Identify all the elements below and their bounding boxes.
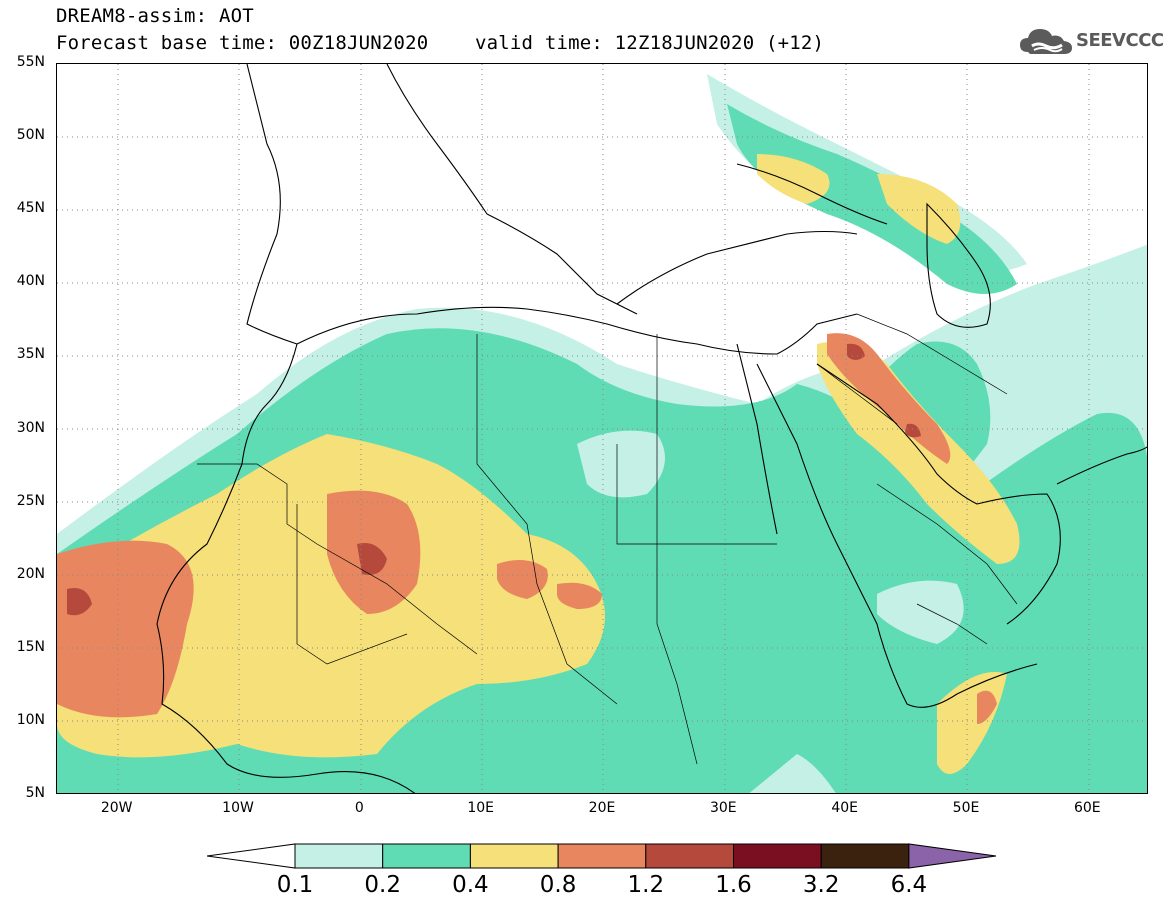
aot-field-yellow-west	[57, 434, 605, 758]
lat-label: 35N	[16, 346, 45, 363]
lat-label: 50N	[16, 127, 45, 144]
lon-label: 10W	[222, 800, 254, 816]
aot-field-orange-atlantic	[57, 540, 194, 718]
lon-label: 20W	[100, 800, 133, 816]
lat-label: 10N	[16, 711, 45, 728]
graticule	[57, 64, 1147, 793]
colorbar-bin	[733, 843, 822, 869]
coastlines	[156, 64, 1147, 793]
lon-label: 20E	[588, 800, 616, 816]
aot-field-darkred-sahara	[357, 543, 387, 575]
borders	[197, 313, 1018, 765]
title-line-1: DREAM8-assim: AOT	[56, 5, 254, 27]
lat-label: 40N	[16, 273, 45, 290]
aot-field-orange-libya	[497, 560, 548, 599]
colorbar-bin	[557, 843, 647, 869]
colorbar-level-label: 1.2	[627, 872, 665, 898]
colorbar-level-label: 6.4	[890, 872, 928, 898]
aot-field-green-north	[727, 104, 1017, 294]
colorbar-level-label: 3.2	[802, 872, 840, 898]
seevccc-logo: SEEVCCC	[1018, 24, 1164, 58]
aot-field-orange-chad	[557, 582, 602, 609]
lat-label: 25N	[16, 492, 45, 509]
colorbar-level-label: 0.1	[276, 872, 314, 898]
colorbar-bin	[645, 843, 734, 869]
colorbar-above-triangle	[908, 843, 997, 869]
logo-text: SEEVCCC	[1076, 30, 1164, 51]
lon-label: 0	[354, 800, 364, 816]
lat-label: 15N	[16, 638, 45, 655]
lon-label: 30E	[709, 800, 737, 816]
colorbar-bin	[469, 843, 559, 869]
lat-label: 55N	[16, 54, 45, 70]
aot-field-lowpatch-1	[577, 430, 665, 498]
lat-label: 5N	[25, 785, 45, 801]
colorbar-bin	[820, 843, 910, 869]
lon-label: 40E	[831, 800, 858, 816]
lat-label: 30N	[16, 419, 45, 436]
lat-label: 20N	[16, 565, 45, 582]
aot-field-darkred-kuwait	[905, 423, 921, 438]
colorbar	[207, 843, 997, 869]
colorbar-bin	[294, 843, 384, 869]
lon-label: 60E	[1073, 800, 1101, 816]
title-line-2: Forecast base time: 00Z18JUN2020 valid t…	[56, 32, 825, 54]
aot-field-lowpatch-2	[877, 580, 964, 644]
aot-field-yellow-caspian-2	[877, 174, 961, 244]
aot-map	[56, 63, 1148, 794]
lon-label: 10E	[467, 800, 494, 816]
colorbar-bin	[382, 843, 471, 869]
lon-label: 50E	[952, 800, 980, 816]
colorbar-level-label: 1.6	[715, 872, 752, 898]
aot-field-darkred-atlantic	[67, 588, 92, 616]
colorbar-level-label: 0.2	[364, 872, 401, 898]
lat-label: 45N	[16, 200, 45, 217]
cloud-icon	[1020, 29, 1072, 54]
colorbar-level-label: 0.4	[452, 872, 489, 898]
aot-field-orange-somalia	[977, 690, 997, 724]
map-canvas	[57, 64, 1147, 793]
colorbar-below-triangle	[207, 843, 296, 869]
aot-field-darkred-iraq	[847, 343, 865, 360]
colorbar-level-label: 0.8	[539, 872, 577, 898]
